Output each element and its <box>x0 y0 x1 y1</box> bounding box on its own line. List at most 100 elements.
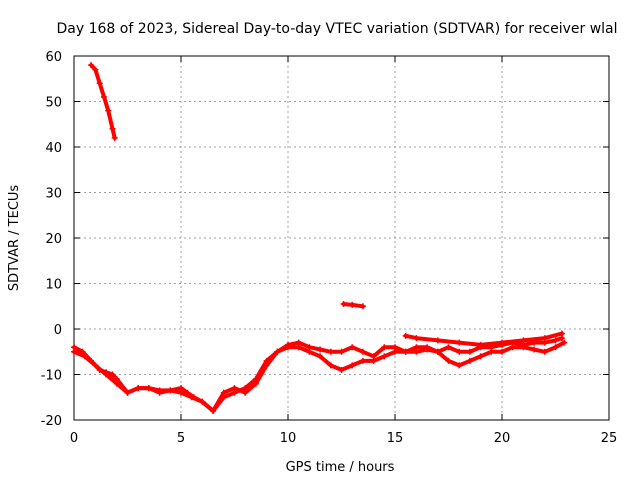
y-tick-label: 0 <box>54 323 62 338</box>
data-point <box>349 362 356 369</box>
y-tick-label: 20 <box>45 232 62 247</box>
data-point <box>306 348 313 355</box>
data-point <box>359 348 366 355</box>
data-point <box>381 344 388 351</box>
data-point <box>413 335 420 342</box>
data-point <box>349 344 356 351</box>
data-point <box>103 371 110 378</box>
x-tick-label: 0 <box>70 431 78 446</box>
data-point <box>434 348 441 355</box>
data-point <box>327 362 334 369</box>
y-axis-label: SDTVAR / TECUs <box>7 185 22 292</box>
data-point <box>317 346 324 353</box>
data-point <box>402 348 409 355</box>
data-series <box>71 62 568 414</box>
data-point <box>71 348 77 355</box>
data-point <box>105 107 112 114</box>
data-point <box>392 348 398 355</box>
x-tick-label: 20 <box>494 431 511 446</box>
x-tick-label: 10 <box>280 431 297 446</box>
data-point <box>109 125 116 132</box>
x-axis-ticks: 0 5 10 15 20 25 <box>70 56 617 446</box>
data-point <box>274 348 281 355</box>
data-point <box>295 344 302 351</box>
data-point <box>456 362 463 369</box>
data-point <box>263 357 270 364</box>
data-point <box>370 357 377 364</box>
data-point <box>477 353 484 360</box>
x-axis-label: GPS time / hours <box>286 460 395 475</box>
data-point <box>81 353 88 360</box>
data-point <box>466 348 473 355</box>
data-point <box>552 337 559 344</box>
data-point <box>509 344 516 351</box>
data-point <box>199 398 206 405</box>
data-point <box>552 344 559 351</box>
data-point <box>520 337 527 344</box>
data-point <box>113 380 120 387</box>
x-tick-label: 15 <box>387 431 404 446</box>
data-point <box>124 389 131 396</box>
y-tick-label: 40 <box>45 141 62 156</box>
data-point <box>135 385 142 392</box>
data-point <box>338 348 345 355</box>
data-point <box>402 332 409 339</box>
y-tick-label: 60 <box>45 50 62 65</box>
data-point <box>252 376 259 383</box>
data-point <box>188 394 195 401</box>
y-tick-label: -20 <box>41 414 62 429</box>
data-point <box>434 337 441 344</box>
x-tick-label: 5 <box>177 431 185 446</box>
data-point <box>561 339 568 346</box>
data-point <box>220 394 227 401</box>
data-point <box>167 387 174 394</box>
data-point <box>359 303 366 310</box>
data-point <box>488 348 495 355</box>
data-point <box>499 339 505 346</box>
data-point <box>109 371 116 378</box>
data-point <box>178 389 184 396</box>
data-point <box>531 346 538 353</box>
data-point <box>340 300 347 307</box>
data-point <box>499 348 505 355</box>
data-point <box>466 357 473 364</box>
grid-lines <box>74 56 609 420</box>
data-point <box>558 330 565 337</box>
data-point <box>349 301 356 308</box>
data-point <box>456 348 463 355</box>
chart-title: Day 168 of 2023, Sidereal Day-to-day VTE… <box>56 21 617 37</box>
data-point <box>111 134 118 141</box>
data-point <box>145 385 152 392</box>
data-point <box>456 339 463 346</box>
data-point <box>285 344 291 351</box>
data-point <box>92 362 99 369</box>
data-point <box>477 341 484 348</box>
data-point <box>413 344 420 351</box>
y-tick-label: 10 <box>45 278 62 293</box>
data-point <box>445 344 452 351</box>
x-tick-label: 25 <box>601 431 618 446</box>
data-point <box>541 348 548 355</box>
data-point <box>156 389 163 396</box>
data-point <box>88 62 95 69</box>
y-tick-label: 50 <box>45 96 62 111</box>
data-point <box>327 348 334 355</box>
y-tick-label: 30 <box>45 187 62 202</box>
data-point <box>520 344 527 351</box>
data-point <box>231 389 238 396</box>
data-point <box>424 344 431 351</box>
data-point <box>92 66 99 73</box>
data-point <box>100 93 107 100</box>
data-point <box>242 385 249 392</box>
data-point <box>445 357 452 364</box>
data-point <box>381 353 388 360</box>
data-point <box>541 335 548 342</box>
data-point <box>317 353 324 360</box>
data-point <box>338 366 345 373</box>
y-tick-label: -10 <box>41 369 62 384</box>
data-point <box>359 357 366 364</box>
y-axis-ticks: -20 -10 0 10 20 30 40 50 60 <box>41 50 609 429</box>
data-point <box>210 407 217 414</box>
data-point <box>96 80 103 87</box>
